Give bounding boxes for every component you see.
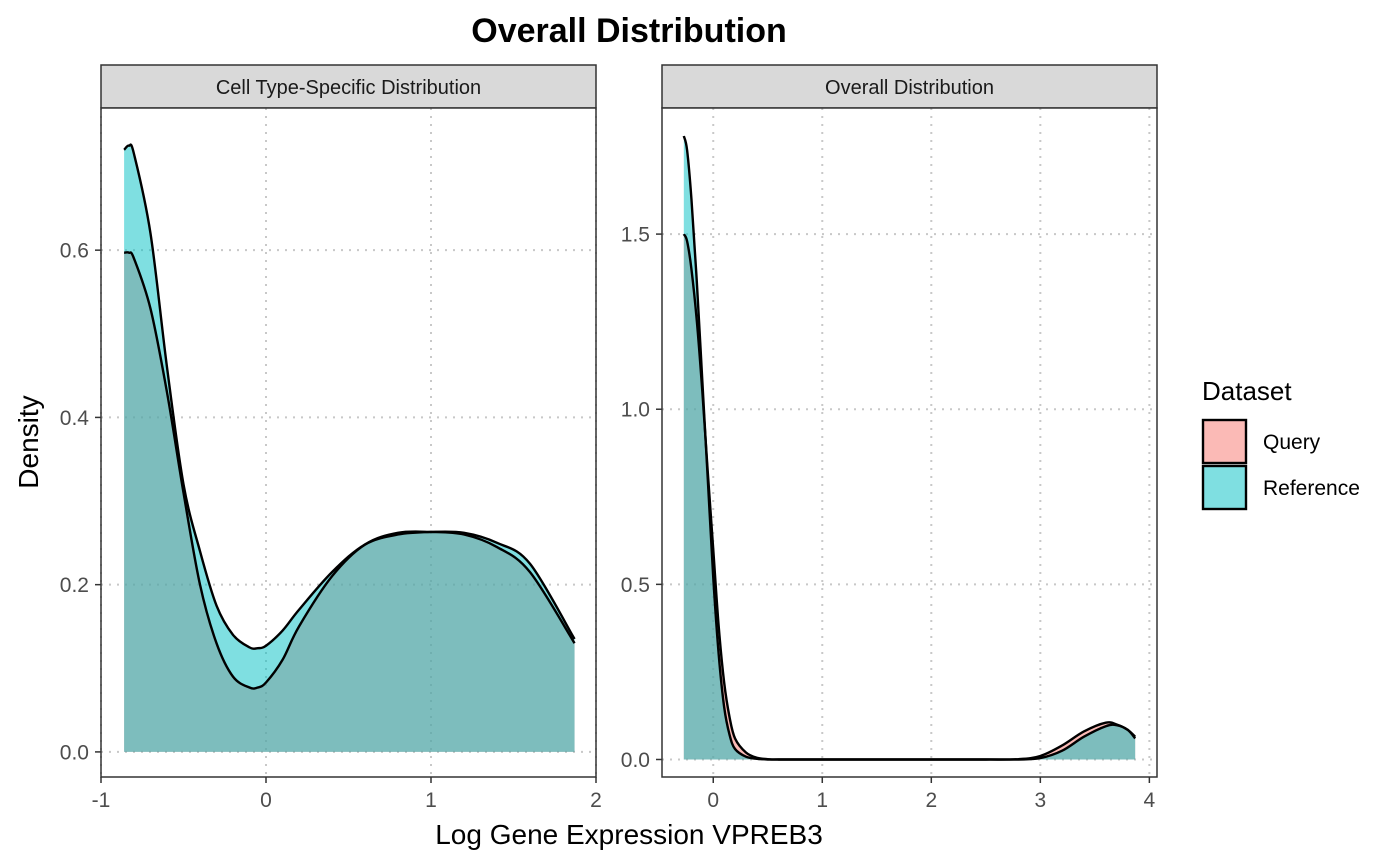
y-tick-label: 0.0 (621, 749, 650, 772)
x-tick-label: 1 (816, 789, 828, 812)
x-axis-title: Log Gene Expression VPREB3 (435, 819, 823, 850)
legend-key-reference (1201, 464, 1248, 511)
y-tick-label: 0.5 (621, 574, 650, 597)
legend-label-reference: Reference (1263, 477, 1360, 500)
y-tick-label: 0.6 (60, 240, 89, 263)
y-axis-title: Density (13, 395, 44, 488)
y-tick-label: 0.2 (60, 574, 89, 597)
x-tick-label: -1 (92, 789, 111, 812)
y-tick-label: 0.0 (60, 741, 89, 764)
x-tick-label: 0 (707, 789, 719, 812)
density-line-reference (123, 143, 576, 650)
x-tick-label: 4 (1144, 789, 1156, 812)
panel-border (100, 107, 597, 778)
panel-cell-type-specific: Cell Type-Specific Distribution 0.0 0.2 0.4… (60, 64, 602, 812)
legend-label-query: Query (1263, 431, 1321, 454)
y-tick-label: 0.4 (60, 407, 90, 430)
legend: Dataset Query Reference (1201, 376, 1360, 511)
x-tick-label: 2 (590, 789, 602, 812)
x-tick-label: 1 (425, 789, 437, 812)
strip-label: Overall Distribution (825, 77, 994, 99)
chart-title: Overall Distribution (471, 12, 787, 50)
x-tick-label: 2 (925, 789, 937, 812)
density-area-reference (124, 144, 575, 752)
legend-key-query (1201, 418, 1248, 465)
panel-overall: Overall Distribution 0.0 0.5 1.0 1.5 0 1 2 3 4 (621, 64, 1158, 812)
strip-header (661, 64, 1158, 109)
panel-background (662, 108, 1157, 777)
strip-label: Cell Type-Specific Distribution (216, 77, 481, 99)
panel-border (661, 107, 1158, 778)
density-line-reference (682, 135, 1137, 761)
x-tick-label: 3 (1034, 789, 1046, 812)
strip-header (100, 64, 597, 109)
y-tick-label: 1.5 (621, 224, 650, 247)
x-tick-label: 0 (260, 789, 272, 812)
legend-title: Dataset (1202, 376, 1292, 406)
y-tick-label: 1.0 (621, 399, 650, 422)
